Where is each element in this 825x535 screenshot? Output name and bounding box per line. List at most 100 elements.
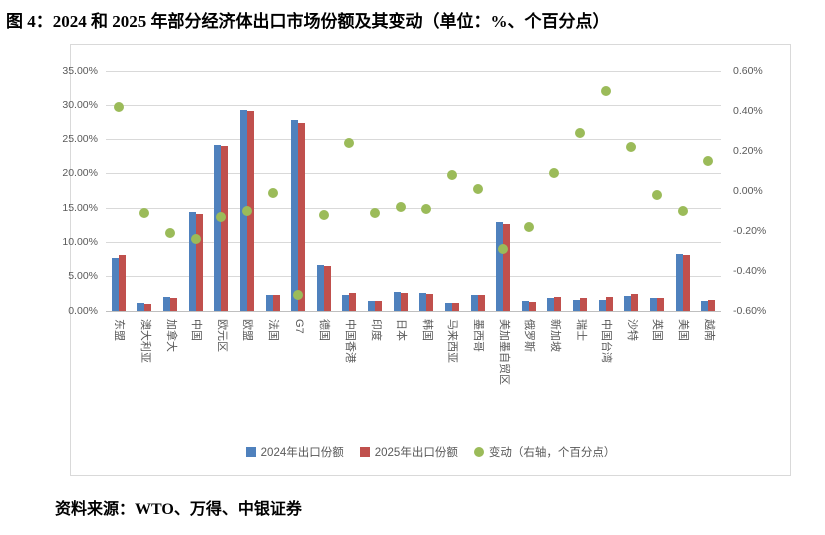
right-axis-tick: -0.40% — [733, 264, 767, 277]
change-dot — [395, 202, 406, 212]
gridline — [106, 139, 721, 141]
bar-2025 — [631, 293, 639, 311]
x-axis-label: 新加坡 — [548, 319, 561, 352]
change-dot — [575, 128, 586, 138]
right-axis-tick: 0.00% — [733, 184, 763, 197]
right-axis-tick: -0.60% — [733, 304, 767, 317]
gridline — [106, 104, 721, 106]
x-axis-label: 法国 — [267, 319, 280, 341]
change-dot — [318, 210, 329, 220]
gridline — [106, 276, 721, 278]
gridline — [106, 241, 721, 243]
change-dot — [139, 208, 150, 218]
x-axis-label: G7 — [292, 319, 305, 334]
legend-circle-marker — [473, 447, 484, 457]
bar-2025 — [708, 300, 716, 311]
bar-2024 — [444, 303, 452, 311]
bar-2024 — [470, 294, 478, 311]
bar-2024 — [419, 293, 427, 311]
chart-legend: 2024年出口份额 2025年出口份额 变动（右轴，个百分点） — [71, 444, 790, 460]
change-dot — [549, 168, 560, 178]
bar-2024 — [214, 145, 222, 311]
bar-2024 — [547, 297, 555, 311]
legend-item: 2025年出口份额 — [359, 444, 458, 460]
change-dot — [241, 206, 252, 216]
change-dot — [370, 208, 381, 218]
bar-2025 — [426, 293, 434, 311]
bar-2024 — [624, 295, 632, 311]
bar-2025 — [400, 293, 408, 311]
change-dot — [293, 290, 304, 300]
bar-2025 — [503, 223, 511, 311]
x-axis-label: 中国台湾 — [600, 319, 613, 363]
change-dot — [651, 190, 662, 200]
bar-2024 — [675, 254, 683, 311]
change-dot — [446, 170, 457, 180]
x-axis-label: 中国香港 — [343, 319, 356, 363]
bar-2025 — [221, 146, 229, 311]
change-dot — [600, 86, 611, 96]
left-axis-tick: 10.00% — [62, 235, 98, 248]
x-axis-label: 中国 — [190, 319, 203, 341]
x-axis-label: 日本 — [395, 319, 408, 341]
bar-2024 — [188, 212, 196, 311]
change-dot — [216, 212, 227, 222]
change-dot — [113, 102, 124, 112]
left-axis-tick: 5.00% — [68, 270, 98, 283]
bar-2025 — [451, 302, 459, 311]
bar-2025 — [195, 213, 203, 311]
change-dot — [626, 142, 637, 152]
left-axis-tick: 35.00% — [62, 64, 98, 77]
bar-2024 — [137, 303, 145, 311]
right-axis-tick: 0.60% — [733, 64, 763, 77]
legend-label: 变动（右轴，个百分点） — [488, 447, 616, 459]
bar-2025 — [144, 304, 152, 311]
bar-2024 — [291, 119, 299, 311]
bar-2025 — [170, 297, 178, 311]
gridline — [106, 173, 721, 175]
bar-2025 — [298, 123, 306, 311]
x-axis-label: 韩国 — [420, 319, 433, 341]
left-axis-tick: 25.00% — [62, 133, 98, 146]
bar-2025 — [323, 266, 331, 311]
bar-2025 — [605, 296, 613, 311]
legend-item: 2024年出口份额 — [245, 444, 344, 460]
gridline — [106, 207, 721, 209]
legend-square-marker — [245, 447, 256, 457]
right-axis-tick: 0.20% — [733, 144, 763, 157]
bar-2024 — [265, 295, 273, 311]
x-axis-label: 墨西哥 — [472, 319, 485, 352]
source-note: 资料来源：WTO、万得、中银证券 — [55, 501, 302, 518]
x-axis-line — [106, 310, 721, 312]
bar-2024 — [573, 300, 581, 311]
bar-2025 — [349, 293, 357, 311]
bar-2025 — [477, 294, 485, 311]
bar-2024 — [111, 257, 119, 311]
x-axis-label: 澳大利亚 — [138, 319, 151, 363]
bar-2024 — [368, 300, 376, 311]
bar-2025 — [375, 301, 383, 311]
x-axis-label: 美国 — [677, 319, 690, 341]
x-axis-label: 马来西亚 — [446, 319, 459, 363]
left-axis-tick: 20.00% — [62, 167, 98, 180]
bar-2025 — [528, 302, 536, 311]
x-axis-label: 印度 — [369, 319, 382, 341]
bar-2025 — [554, 297, 562, 311]
change-dot — [344, 138, 355, 148]
change-dot — [421, 204, 432, 214]
bar-2025 — [580, 297, 588, 311]
bar-2025 — [272, 295, 280, 311]
x-axis-label: 欧盟 — [241, 319, 254, 341]
x-axis-label: 加拿大 — [164, 319, 177, 352]
change-dot — [498, 244, 509, 254]
bar-2024 — [521, 301, 529, 311]
x-axis-label: 越南 — [702, 319, 715, 341]
right-axis-tick: -0.20% — [733, 224, 767, 237]
bar-2025 — [656, 297, 664, 311]
bar-2024 — [598, 300, 606, 311]
change-dot — [703, 156, 714, 166]
legend-label: 2025年出口份额 — [374, 447, 458, 459]
change-dot — [165, 228, 176, 238]
legend-square-marker — [359, 447, 370, 457]
